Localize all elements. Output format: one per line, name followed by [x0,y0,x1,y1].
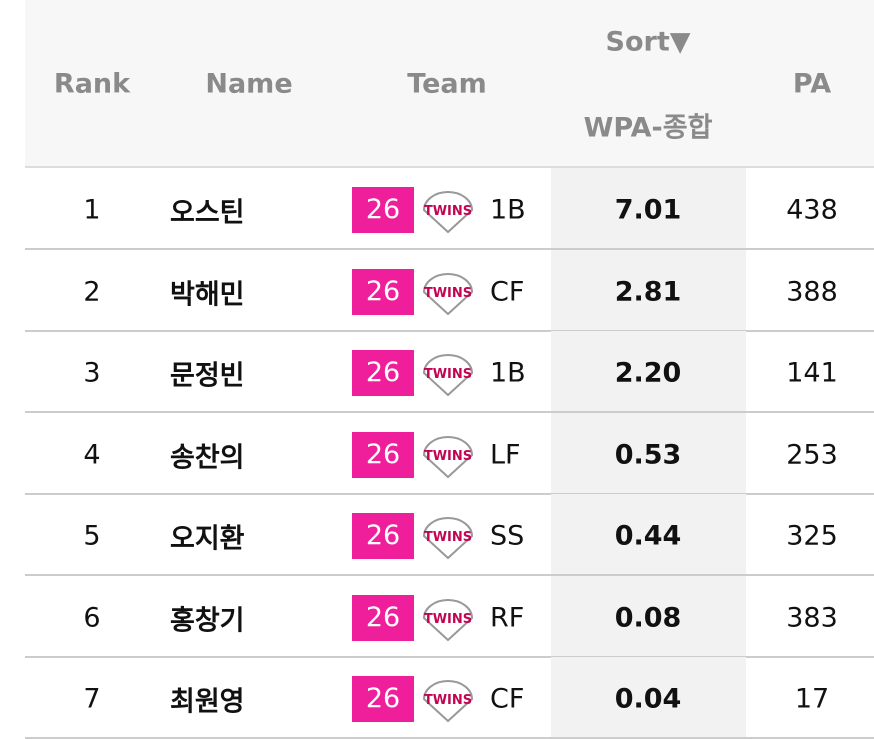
sorted-column-bg [551,657,746,737]
logo-shape [422,191,474,234]
logo-text: TWINS [424,286,472,301]
wpa: 2.20 [614,357,682,389]
wpa: 0.08 [614,602,682,633]
team-logo: TWINS [422,272,474,315]
position: CF [490,276,525,307]
pa-header[interactable]: PA [792,68,832,100]
team-logo: TWINS [422,517,474,560]
sorted-column-bg [551,494,746,574]
wpa-header[interactable]: WPA-종합 [583,112,713,144]
logo-text: TWINS [424,693,472,708]
logo-text: TWINS [424,530,472,545]
position: CF [490,683,525,715]
position: 1B [490,357,526,389]
year-badge: 26 [352,431,414,478]
player-name: 문정빈 [170,360,245,392]
year-badge: 26 [352,268,414,315]
wpa: 2.81 [614,276,682,307]
year-badge: 26 [352,187,414,233]
pa: 141 [786,357,838,389]
pa: 17 [794,683,830,715]
wpa: 0.53 [614,439,682,470]
pa: 388 [786,276,838,307]
logo-shape [422,598,474,641]
wpa: 0.04 [614,683,682,715]
sorted-column-bg [551,249,746,330]
team-logo: TWINS [422,191,474,234]
name-header[interactable]: Name [205,68,293,100]
wpa: 0.44 [614,520,682,552]
position: 1B [490,194,526,226]
table-row[interactable]: 4 송찬의 26 TWINS LF 0.53 253 [25,412,874,495]
table-row[interactable]: 3 문정빈 26 TWINS 1B 2.20 141 [25,331,874,413]
rank: 3 [83,357,101,389]
table-header: Rank Name Team Sort▼ WPA-종합 PA [25,0,874,168]
team-logo: TWINS [422,680,474,723]
logo-text: TWINS [424,204,472,219]
player-name: 송찬의 [170,442,245,473]
logo-text: TWINS [424,449,472,464]
position: LF [490,439,521,470]
logo-shape [422,680,474,723]
sort-header[interactable]: Sort▼ [605,26,691,58]
rank: 6 [83,602,101,633]
rank: 2 [83,276,101,307]
team-header[interactable]: Team [407,68,487,100]
rank: 7 [83,683,101,715]
table-row[interactable]: 5 오지환 26 TWINS SS 0.44 325 [25,494,874,576]
rank-header[interactable]: Rank [53,68,131,100]
team-logo: TWINS [422,435,474,478]
table-row[interactable]: 2 박해민 26 TWINS CF 2.81 388 [25,249,874,332]
sorted-column-bg [551,575,746,656]
player-name: 오스틴 [170,197,245,229]
player-name: 박해민 [170,279,245,310]
wpa: 7.01 [614,194,682,226]
year-badge: 26 [352,594,414,641]
team-logo: TWINS [422,598,474,641]
logo-shape [422,272,474,315]
sorted-column-bg [551,168,746,248]
rank: 1 [83,194,101,226]
year-badge: 26 [352,676,414,722]
player-name: 최원영 [170,686,245,718]
sorted-column-bg [551,412,746,493]
logo-text: TWINS [424,612,472,627]
logo-shape [422,354,474,397]
year-badge: 26 [352,350,414,396]
logo-shape [422,435,474,478]
rank: 4 [83,439,101,470]
team-logo: TWINS [422,354,474,397]
logo-text: TWINS [424,367,472,382]
rank: 5 [83,520,101,552]
position: SS [490,520,525,552]
sorted-column-bg [551,331,746,411]
pa: 438 [786,194,838,226]
pa: 253 [786,439,838,470]
logo-shape [422,517,474,560]
player-name: 홍창기 [170,605,245,636]
pa: 383 [786,602,838,633]
pa: 325 [786,520,838,552]
year-badge: 26 [352,513,414,559]
table-row[interactable]: 7 최원영 26 TWINS CF 0.04 17 [25,657,874,739]
table-row[interactable]: 1 오스틴 26 TWINS 1B 7.01 438 [25,168,874,250]
player-name: 오지환 [170,523,245,555]
table-row[interactable]: 6 홍창기 26 TWINS RF 0.08 383 [25,575,874,658]
position: RF [490,602,525,633]
